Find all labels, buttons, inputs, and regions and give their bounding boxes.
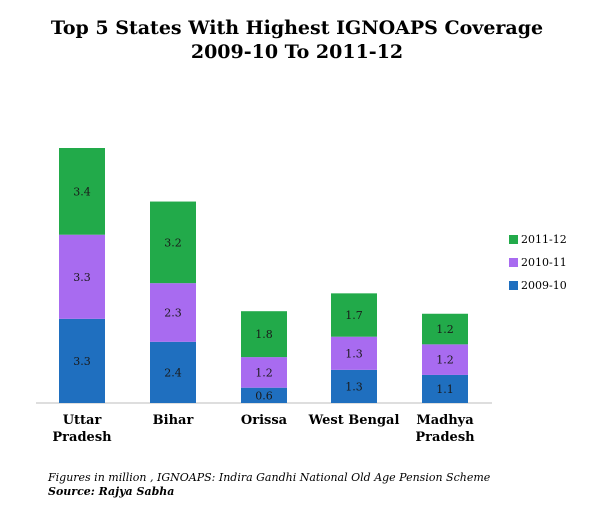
category-label: Orissa <box>241 413 288 428</box>
bar-segment-2010-11-3 <box>331 336 377 370</box>
legend-swatch-2010-11 <box>509 258 518 267</box>
chart-subtitle: 2009-10 To 2011-12 <box>190 41 404 63</box>
bar-value-label: 1.7 <box>345 309 363 322</box>
bar-value-label: 1.2 <box>436 323 454 336</box>
bar-value-label: 2.3 <box>164 306 182 319</box>
chart-title-main: Top 5 States With Highest IGNOAPS Covera… <box>50 17 544 39</box>
bar-segment-2010-11-1 <box>150 283 196 342</box>
footnote-source: Source: Rajya Sabha <box>48 485 175 498</box>
legend-swatch-2009-10 <box>509 281 518 290</box>
bar-segment-2011-12-2 <box>241 311 287 358</box>
bar-value-label: 1.2 <box>255 366 273 379</box>
bar-segment-2011-12-1 <box>150 201 196 284</box>
bar-segment-2009-10-4 <box>422 374 468 403</box>
bar-value-label: 0.6 <box>255 389 273 402</box>
chart-title: Top 5 States With Highest IGNOAPS Covera… <box>0 16 594 64</box>
bar-value-label: 2.4 <box>164 366 182 379</box>
bar-segment-2009-10-3 <box>331 369 377 403</box>
bar-value-label: 1.3 <box>345 380 363 393</box>
chart-footnote: Figures in million , IGNOAPS: Indira Gan… <box>48 471 490 499</box>
bar-segment-2011-12-4 <box>422 313 468 345</box>
legend-swatch-2011-12 <box>509 235 518 244</box>
category-label: Uttar <box>63 413 102 428</box>
bar-segment-2009-10-0 <box>59 318 105 403</box>
category-label: Pradesh <box>52 430 112 445</box>
bar-value-label: 1.3 <box>345 347 363 360</box>
category-label: Bihar <box>153 413 194 428</box>
category-label: Pradesh <box>415 430 475 445</box>
bar-value-label: 1.8 <box>255 328 273 341</box>
legend-label: 2010-11 <box>521 256 567 269</box>
bar-segment-2009-10-1 <box>150 341 196 403</box>
category-label: West Bengal <box>308 413 400 428</box>
bar-segment-2009-10-2 <box>241 387 287 403</box>
category-label: Madhya <box>416 413 474 428</box>
bar-segment-2011-12-0 <box>59 148 105 235</box>
bar-segment-2010-11-4 <box>422 344 468 375</box>
bar-segment-2011-12-3 <box>331 293 377 337</box>
legend-label: 2009-10 <box>521 279 567 292</box>
footnote-text: Figures in million , IGNOAPS: Indira Gan… <box>48 471 491 484</box>
bar-value-label: 3.4 <box>73 185 91 198</box>
legend-label: 2011-12 <box>521 233 567 246</box>
bar-value-label: 3.3 <box>73 355 91 368</box>
bar-segment-2010-11-0 <box>59 234 105 319</box>
bar-value-label: 3.2 <box>164 236 182 249</box>
bar-value-label: 1.2 <box>436 354 454 367</box>
bar-value-label: 3.3 <box>73 271 91 284</box>
bar-segment-2010-11-2 <box>241 357 287 388</box>
bar-value-label: 1.1 <box>436 383 454 396</box>
